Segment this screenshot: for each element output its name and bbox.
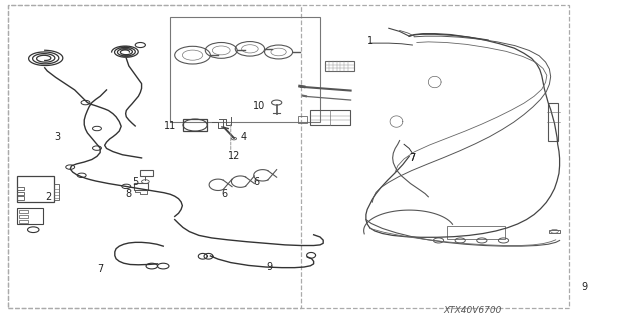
- Bar: [298, 116, 307, 123]
- Bar: [17, 197, 24, 200]
- Bar: [19, 215, 28, 218]
- Bar: [19, 219, 28, 223]
- Text: 6: 6: [253, 177, 259, 187]
- Text: 12: 12: [228, 151, 240, 161]
- Bar: [17, 176, 54, 202]
- Text: 10: 10: [253, 101, 266, 111]
- Bar: [549, 230, 559, 233]
- Text: 8: 8: [126, 189, 132, 199]
- Text: 9: 9: [581, 282, 588, 292]
- Text: 11: 11: [164, 121, 177, 131]
- Bar: [170, 17, 320, 122]
- Text: 7: 7: [409, 153, 415, 163]
- Text: 9: 9: [266, 262, 272, 272]
- Text: 3: 3: [54, 132, 61, 142]
- Bar: [17, 208, 43, 224]
- Bar: [17, 192, 24, 195]
- Bar: [548, 103, 558, 141]
- Bar: [183, 119, 207, 131]
- Text: 6: 6: [221, 189, 227, 199]
- Bar: [54, 184, 60, 200]
- Bar: [19, 210, 28, 213]
- Bar: [8, 4, 568, 308]
- Bar: [447, 226, 505, 239]
- Bar: [17, 187, 24, 190]
- Bar: [310, 109, 350, 125]
- Text: 4: 4: [241, 132, 246, 142]
- Text: 5: 5: [132, 177, 138, 187]
- Text: 7: 7: [97, 263, 103, 274]
- Text: 7: 7: [409, 153, 415, 163]
- Text: XTX40V6700: XTX40V6700: [444, 306, 502, 315]
- Text: 2: 2: [45, 192, 51, 203]
- Bar: [8, 4, 301, 308]
- Bar: [140, 170, 153, 176]
- Bar: [134, 182, 148, 189]
- Bar: [325, 61, 354, 71]
- Text: 1: 1: [367, 36, 372, 46]
